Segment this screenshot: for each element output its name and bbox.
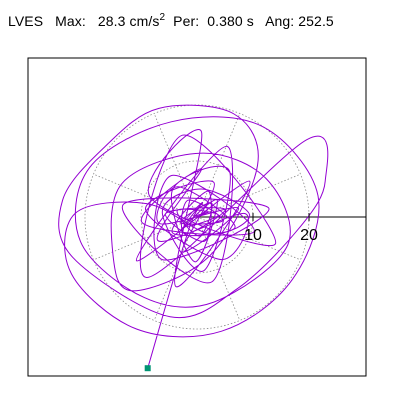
max-value: 28.3 (97, 13, 126, 29)
ring-tick-label: 20 (300, 227, 318, 244)
max-label: Max: (55, 13, 86, 29)
chart-header: LVES Max: 28.3 cm/s2 Per: 0.380 s Ang: 2… (8, 12, 334, 29)
end-marker (144, 365, 151, 372)
motion-trace (58, 104, 329, 369)
ring-tick-labels: 10 20 (244, 213, 318, 244)
max-unit: cm/s (129, 13, 160, 29)
station-code: LVES (8, 13, 44, 29)
period-unit: s (246, 13, 254, 29)
max-unit-exponent: 2 (159, 12, 166, 23)
trace-path (58, 104, 329, 369)
period-label: Per: (173, 13, 200, 29)
grid-spoke (93, 216, 198, 261)
period-value: 0.380 (207, 13, 243, 29)
ring-tick-label: 10 (244, 227, 262, 244)
angle-label: Ang: (265, 13, 295, 29)
angle-value: 252.5 (298, 13, 334, 29)
